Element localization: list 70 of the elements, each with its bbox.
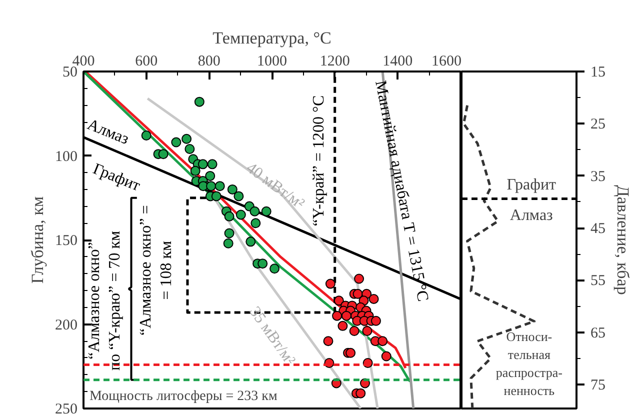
point (323, 336, 334, 346)
point (141, 130, 152, 141)
point (381, 351, 392, 362)
y-tick-label: 25 (590, 116, 606, 133)
point (354, 274, 364, 284)
point (270, 264, 280, 274)
x-tick-label: 1200 (320, 54, 350, 70)
annotation: “Y-край” = 1200 °C (310, 95, 328, 226)
point (198, 159, 208, 170)
y-tick-label: 45 (590, 221, 606, 237)
point (182, 134, 192, 144)
y-tick-label: 35 (590, 168, 606, 185)
point (334, 296, 344, 306)
y-tick-label: 15 (590, 64, 606, 80)
point (227, 184, 238, 194)
y-tick-label: 100 (55, 148, 78, 165)
point (349, 326, 360, 336)
y-tick-label: 150 (55, 233, 78, 249)
point (378, 336, 388, 346)
point (261, 206, 272, 216)
x-tick-label: 1600 (432, 54, 462, 70)
point (368, 294, 379, 304)
annotation: Графит (506, 176, 556, 194)
point (211, 191, 222, 202)
point (223, 238, 234, 248)
point (362, 326, 372, 336)
x-axis-title: Температура, °C (212, 28, 332, 48)
point (352, 288, 363, 299)
annotation: Алмаз (84, 116, 132, 148)
y-tick-label: 50 (62, 64, 78, 80)
y-axis-title: Давление, кбар (614, 185, 632, 295)
point (206, 181, 216, 192)
point (190, 166, 200, 176)
point (356, 388, 366, 398)
x-tick-label: 800 (198, 54, 220, 70)
point (205, 170, 216, 181)
y-tick-label: 200 (55, 317, 78, 334)
point (184, 144, 195, 154)
ref-line-label: Мощность литосферы = 233 км (90, 388, 278, 404)
x-tick-label: 1400 (382, 54, 413, 70)
point (224, 228, 234, 238)
x-tick-label: 1000 (257, 54, 287, 70)
point (325, 278, 336, 289)
y-tick-label: 250 (55, 402, 78, 415)
point (207, 159, 218, 170)
point (194, 96, 204, 107)
point (234, 191, 244, 202)
annotation: “Алмазное окно” по “Y-краю” = 70 км (86, 230, 124, 370)
annotation: Относи- тельная распростра- ненность (496, 329, 562, 398)
point (341, 310, 352, 321)
y-axis-title: Глубина, км (28, 196, 47, 284)
point (338, 320, 348, 331)
y-tick-label: 75 (590, 378, 606, 394)
point (250, 206, 260, 216)
annotation: “Алмазное окно” = = 108 км (138, 205, 176, 336)
point (158, 149, 168, 160)
point (246, 236, 256, 247)
y-tick-label: 55 (590, 273, 606, 290)
point (258, 258, 268, 269)
point (250, 218, 261, 228)
point (214, 181, 225, 192)
point (370, 316, 381, 326)
x-tick-label: 600 (135, 54, 158, 70)
point (236, 210, 246, 220)
point (346, 348, 356, 358)
annotation: Алмаз (510, 206, 553, 224)
y-tick-label: 65 (590, 325, 606, 342)
point (224, 211, 234, 222)
point (171, 137, 182, 148)
point (332, 310, 342, 321)
